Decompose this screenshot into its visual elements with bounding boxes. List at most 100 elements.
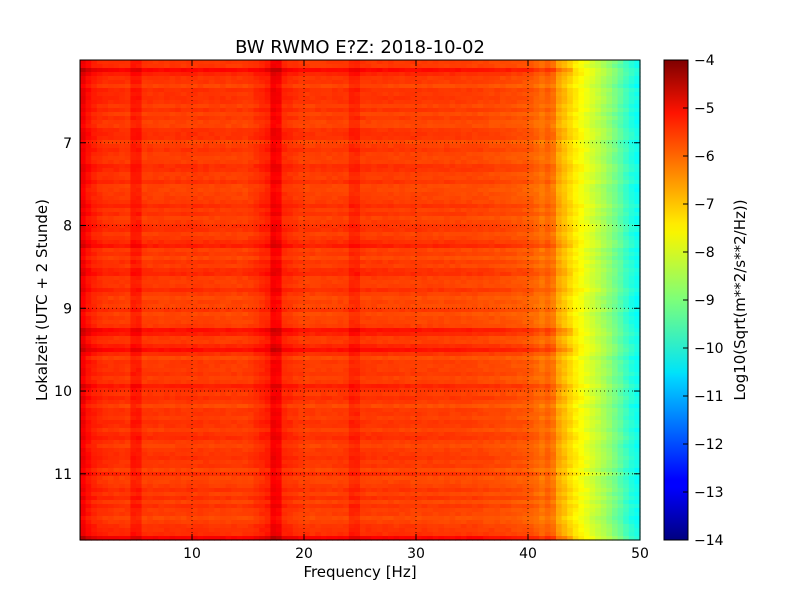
heatmap-cell [304,68,311,73]
heatmap-cell [169,72,176,77]
heatmap-cell [152,144,159,149]
heatmap-cell [253,176,260,181]
heatmap-cell [539,156,546,161]
heatmap-cell [376,200,383,205]
heatmap-cell [192,148,199,153]
heatmap-cell [192,224,199,229]
heatmap-cell [214,148,221,153]
heatmap-cell [147,164,154,169]
heatmap-cell [617,196,624,201]
heatmap-cell [203,112,210,117]
heatmap-cell [410,136,417,141]
heatmap-cell [141,204,148,209]
heatmap-cell [427,180,434,185]
heatmap-cell [427,168,434,173]
heatmap-cell [365,104,372,109]
heatmap-cell [220,168,227,173]
heatmap-cell [225,168,232,173]
heatmap-cell [382,184,389,189]
heatmap-cell [180,200,187,205]
heatmap-cell [108,112,115,117]
heatmap-cell [298,188,305,193]
heatmap-cell [332,212,339,217]
heatmap-cell [567,176,574,181]
heatmap-cell [186,196,193,201]
heatmap-cell [539,212,546,217]
heatmap-cell [466,140,473,145]
heatmap-cell [427,132,434,137]
heatmap-cell [416,160,423,165]
heatmap-cell [152,252,159,257]
heatmap-cell [348,184,355,189]
heatmap-cell [427,220,434,225]
heatmap-cell [292,236,299,241]
heatmap-cell [376,176,383,181]
heatmap-cell [136,132,143,137]
heatmap-cell [376,124,383,129]
heatmap-cell [376,256,383,261]
heatmap-cell [236,140,243,145]
heatmap-cell [556,116,563,121]
heatmap-cell [438,252,445,257]
heatmap-cell [556,192,563,197]
heatmap-cell [444,180,451,185]
heatmap-cell [96,100,103,105]
heatmap-cell [164,192,171,197]
heatmap-cell [382,92,389,97]
heatmap-cell [388,220,395,225]
heatmap-cell [354,248,361,253]
heatmap-cell [460,208,467,213]
heatmap-cell [606,256,613,261]
heatmap-cell [91,120,98,125]
heatmap-cell [276,92,283,97]
heatmap-cell [584,132,591,137]
heatmap-cell [136,92,143,97]
heatmap-cell [124,116,131,121]
heatmap-cell [595,180,602,185]
heatmap-cell [365,192,372,197]
heatmap-cell [617,116,624,121]
heatmap-cell [113,248,120,253]
heatmap-cell [164,220,171,225]
heatmap-cell [595,212,602,217]
heatmap-cell [516,84,523,89]
heatmap-cell [589,160,596,165]
heatmap-cell [214,156,221,161]
heatmap-cell [550,172,557,177]
heatmap-cell [208,88,215,93]
heatmap-cell [477,240,484,245]
heatmap-cell [494,224,501,229]
heatmap-cell [393,196,400,201]
heatmap-cell [287,216,294,221]
heatmap-cell [236,116,243,121]
heatmap-cell [572,228,579,233]
heatmap-cell [472,160,479,165]
heatmap-cell [220,244,227,249]
heatmap-cell [292,188,299,193]
heatmap-cell [152,176,159,181]
heatmap-cell [606,92,613,97]
heatmap-cell [444,168,451,173]
heatmap-cell [214,60,221,65]
heatmap-cell [578,76,585,81]
heatmap-cell [444,236,451,241]
heatmap-cell [511,128,518,133]
heatmap-cell [91,220,98,225]
heatmap-cell [595,172,602,177]
heatmap-cell [606,108,613,113]
heatmap-cell [500,176,507,181]
heatmap-cell [152,64,159,69]
heatmap-cell [354,192,361,197]
heatmap-cell [124,80,131,85]
heatmap-cell [628,64,635,69]
heatmap-cell [550,184,557,189]
heatmap-cell [214,124,221,129]
heatmap-cell [186,172,193,177]
heatmap-cell [365,248,372,253]
heatmap-cell [248,96,255,101]
heatmap-cell [388,88,395,93]
heatmap-cell [343,108,350,113]
heatmap-cell [136,120,143,125]
heatmap-cell [332,148,339,153]
heatmap-cell [477,204,484,209]
